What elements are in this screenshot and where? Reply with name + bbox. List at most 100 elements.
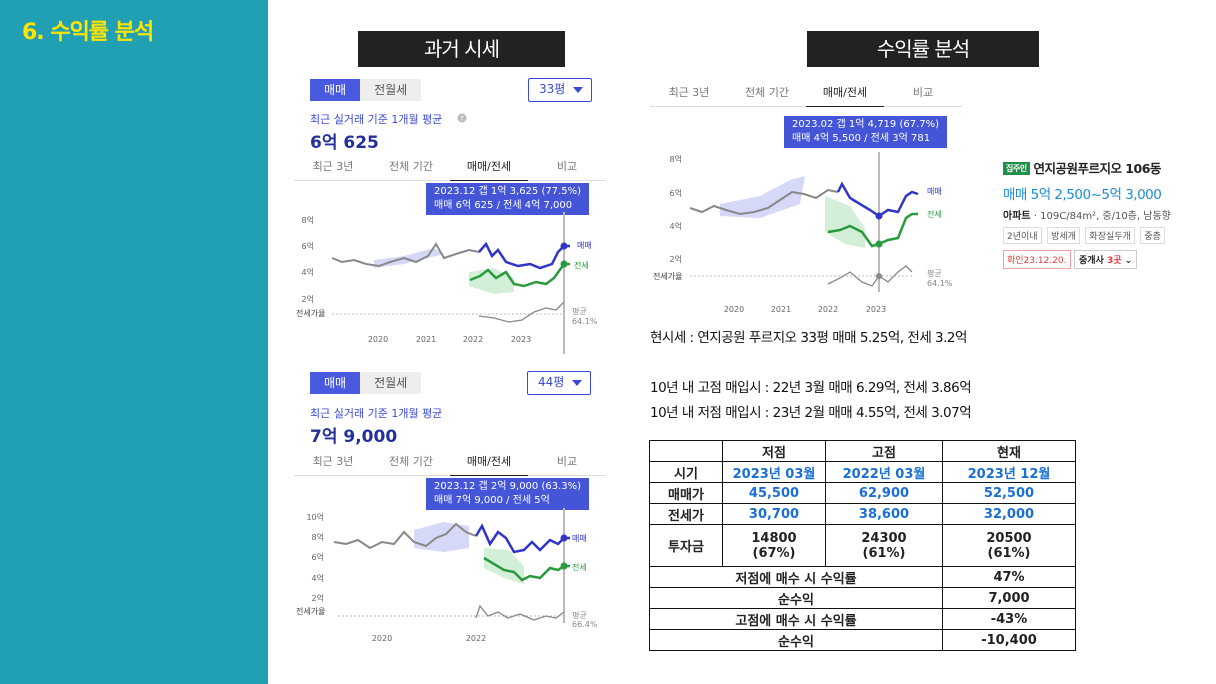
avg-percent: 66.4% xyxy=(572,620,598,629)
price-chart-3: 8억 6억 4억 2억 전세가율 매매 전세 평균 64.1% 2020 202… xyxy=(653,152,953,314)
rent-segment[interactable]: 전월세 xyxy=(360,372,422,394)
col-low: 저점 xyxy=(722,440,826,462)
tab-all[interactable]: 전체 기간 xyxy=(372,158,450,181)
listing-name: 연지공원푸르지오 106동 xyxy=(1033,161,1161,176)
tab-compare[interactable]: 비교 xyxy=(884,84,962,107)
ratio-label: 전세가율 xyxy=(296,606,325,616)
feature-chip: 방세개 xyxy=(1047,227,1080,244)
legend-sale: 매매 xyxy=(572,534,587,543)
cell: 2023년 12월 xyxy=(942,461,1076,483)
x-tick: 2021 xyxy=(771,305,791,314)
tooltip-gap: 2023.02 갭 1억 4,719 (67.7%) xyxy=(792,119,940,130)
cell: 62,900 xyxy=(825,482,943,504)
row-return-low: 저점에 매수 시 수익률 xyxy=(649,566,943,588)
avg-label: 최근 실거래 기준 1개월 평균 xyxy=(310,113,443,126)
cell: 24300 (61%) xyxy=(825,524,943,567)
avg-price: 6억 625 xyxy=(310,133,379,153)
x-tick: 2023 xyxy=(511,335,531,344)
tab-all[interactable]: 전체 기간 xyxy=(728,84,806,107)
cell: 52,500 xyxy=(942,482,1076,504)
tab-compare[interactable]: 비교 xyxy=(528,158,606,181)
price-chart-44: 10억 8억 6억 4억 2억 전세가율 매매 전세 평균 66.4% 2020… xyxy=(296,508,598,643)
y-tick: 10억 xyxy=(306,512,324,522)
tab-recent[interactable]: 최근 3년 xyxy=(294,453,372,476)
y-tick: 6억 xyxy=(302,241,314,251)
y-tick: 6억 xyxy=(312,552,324,562)
tab-recent[interactable]: 최근 3년 xyxy=(294,158,372,181)
size-dropdown[interactable]: 33평 xyxy=(528,78,592,102)
tab-compare[interactable]: 비교 xyxy=(528,453,606,476)
avg-percent: 64.1% xyxy=(927,279,953,288)
x-tick: 2020 xyxy=(368,335,388,344)
y-tick: 8억 xyxy=(302,215,314,225)
feature-chip: 중층 xyxy=(1140,227,1165,244)
tooltip-gap: 2023.12 갭 1억 3,625 (77.5%) xyxy=(434,186,582,197)
legend-sale: 매매 xyxy=(927,187,942,196)
chart-tooltip-3: 2023.02 갭 1억 4,719 (67.7%) 매매 4억 5,500 /… xyxy=(784,116,948,148)
feature-chip: 2년이내 xyxy=(1003,227,1042,244)
tab-recent[interactable]: 최근 3년 xyxy=(650,84,728,107)
price-chart-33: 8억 6억 4억 2억 전세가율 매매 전세 평균 64.1% 2020 202… xyxy=(296,212,598,354)
row-net-2: 순수익 xyxy=(649,629,943,651)
right-header: 수익률 분석 xyxy=(807,31,1039,67)
listing-price: 매매 5억 2,500~5억 3,000 xyxy=(1003,187,1162,203)
cell: 47% xyxy=(942,566,1076,588)
cell: 14800 (67%) xyxy=(722,524,826,567)
cell: -10,400 xyxy=(942,629,1076,651)
slide-title: 6. 수익률 분석 xyxy=(22,20,154,45)
listing-card[interactable]: 집주인 연지공원푸르지오 106동 매매 5억 2,500~5억 3,000 아… xyxy=(1003,158,1193,269)
col-now: 현재 xyxy=(942,440,1076,462)
legend-sale: 매매 xyxy=(577,241,592,250)
listing-spec: · 109C/84m², 중/10층, 남동향 xyxy=(1033,211,1171,222)
tab-sale-jeonse[interactable]: 매매/전세 xyxy=(450,453,528,476)
x-tick: 2020 xyxy=(724,305,744,314)
left-header: 과거 시세 xyxy=(358,31,565,67)
low-buy-line: 10년 내 저점 매입시 : 23년 2월 매매 4.55억, 전세 3.07억 xyxy=(650,405,972,421)
high-buy-line: 10년 내 고점 매입시 : 22년 3월 매매 6.29억, 전세 3.86억 xyxy=(650,380,972,396)
agents-label: 중개사 xyxy=(1079,256,1107,266)
size-dropdown-2[interactable]: 44평 xyxy=(527,371,591,395)
deal-type-toggle: 매매 전월세 xyxy=(310,79,422,101)
confirm-date: 확인23.12.20. xyxy=(1003,250,1071,269)
chevron-down-icon: ⌄ xyxy=(1124,256,1133,266)
avg-label: 평균 xyxy=(927,268,942,278)
cell: 7,000 xyxy=(942,587,1076,609)
return-table: 저점 고점 현재 시기 2023년 03월 2022년 03월 2023년 12… xyxy=(649,440,1076,651)
row-return-high: 고점에 매수 시 수익률 xyxy=(649,608,943,630)
cell: 32,000 xyxy=(942,503,1076,525)
avg-label-2: 최근 실거래 기준 1개월 평균 xyxy=(310,407,443,420)
tab-sale-jeonse[interactable]: 매매/전세 xyxy=(450,158,528,181)
tooltip-prices: 매매 4억 5,500 / 전세 3억 781 xyxy=(792,133,931,144)
chart-tooltip-2: 2023.12 갭 2억 9,000 (63.3%) 매매 7억 9,000 /… xyxy=(426,478,590,510)
row-sale: 매매가 xyxy=(649,482,723,504)
cell: -43% xyxy=(942,608,1076,630)
x-tick: 2020 xyxy=(372,634,392,643)
svg-text:?: ? xyxy=(460,115,464,123)
x-tick: 2022 xyxy=(463,335,483,344)
y-tick: 8억 xyxy=(312,532,324,542)
y-tick: 6억 xyxy=(670,188,682,198)
cell: 2022년 03월 xyxy=(825,461,943,483)
col-high: 고점 xyxy=(825,440,943,462)
period-tabs-2: 최근 3년 전체 기간 매매/전세 비교 xyxy=(294,453,606,476)
tab-all[interactable]: 전체 기간 xyxy=(372,453,450,476)
sale-segment[interactable]: 매매 xyxy=(310,372,361,394)
tooltip-gap: 2023.12 갭 2억 9,000 (63.3%) xyxy=(434,481,582,492)
agents-button[interactable]: 중개사 3곳 ⌄ xyxy=(1074,250,1138,269)
period-tabs: 최근 3년 전체 기간 매매/전세 비교 xyxy=(294,158,606,181)
sale-segment[interactable]: 매매 xyxy=(310,79,361,101)
y-tick: 4억 xyxy=(670,221,682,231)
rent-segment[interactable]: 전월세 xyxy=(360,79,422,101)
help-icon[interactable]: ? xyxy=(457,113,467,123)
legend-jeonse: 전세 xyxy=(572,562,587,572)
row-time: 시기 xyxy=(649,461,723,483)
x-tick: 2021 xyxy=(416,335,436,344)
tab-sale-jeonse[interactable]: 매매/전세 xyxy=(806,84,884,107)
y-tick: 2억 xyxy=(670,254,682,264)
row-jeonse: 전세가 xyxy=(649,503,723,525)
cell: 2023년 03월 xyxy=(722,461,826,483)
owner-tag: 집주인 xyxy=(1003,162,1030,175)
y-tick: 8억 xyxy=(670,154,682,164)
avg-label: 평균 xyxy=(572,610,587,620)
cell: 38,600 xyxy=(825,503,943,525)
